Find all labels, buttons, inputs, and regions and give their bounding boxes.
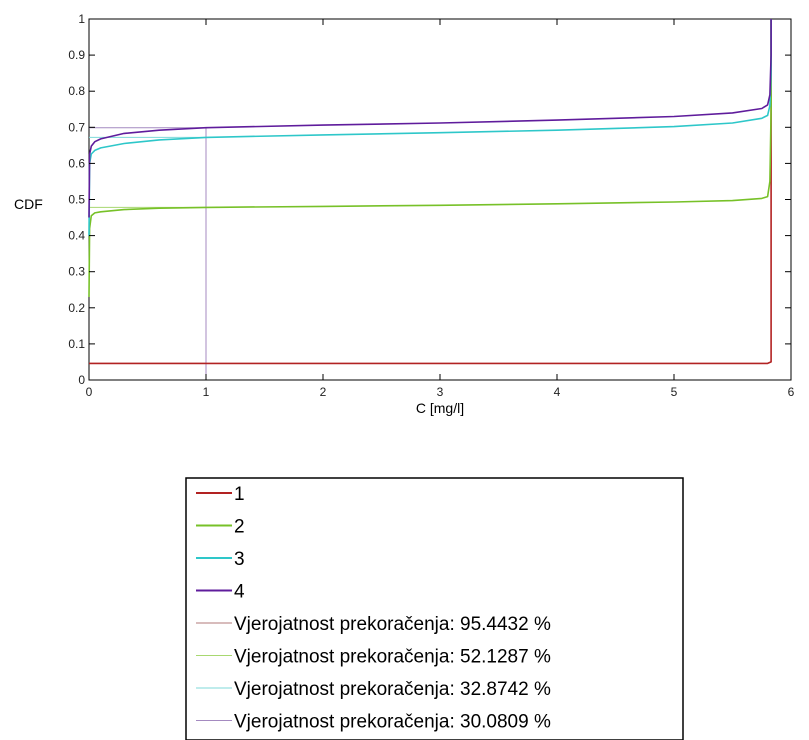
x-tick-label: 1 [203,385,210,399]
legend-box [185,477,684,740]
legend-label: 2 [234,517,245,538]
y-tick-label: 1 [78,12,85,26]
series-line-1 [89,19,772,365]
legend: 1 2 3 4 Vjerojatnost prekoračenja: 95.4432 %… [185,477,684,740]
legend-items: 1 2 3 4 Vjerojatnost prekoračenja: 95.4432 %… [196,484,551,733]
x-tick-label: 3 [437,385,444,399]
legend-label: 3 [234,549,245,570]
y-tick-label: 0 [78,373,85,387]
plot-area [88,18,792,381]
y-tick-label: 0.9 [68,48,85,62]
legend-label: Vjerojatnost prekoračenja: 95.4432 % [234,614,551,635]
legend-label: Vjerojatnost prekoračenja: 52.1287 % [234,647,551,668]
y-tick-label: 0.6 [68,156,85,170]
y-axis-label: CDF [14,196,43,212]
x-axis-label: C [mg/l] [416,400,464,416]
x-tick-label: 4 [554,385,561,399]
legend-label: Vjerojatnost prekoračenja: 30.0809 % [234,712,551,733]
x-tick-label: 0 [86,385,93,399]
y-tick-label: 0.1 [68,337,85,351]
y-tick-label: 0.4 [68,229,85,243]
y-tick-label: 0.7 [68,120,85,134]
series-line-2 [88,19,772,298]
legend-label: Vjerojatnost prekoračenja: 32.8742 % [234,679,551,700]
x-tick-label: 5 [671,385,678,399]
y-tick-label: 0.5 [68,193,85,207]
y-tick-label: 0.3 [68,265,85,279]
series-line-3 [88,19,772,236]
y-tick-label: 0.8 [68,84,85,98]
legend-label: 1 [234,484,245,505]
y-tick-label: 0.2 [68,301,85,315]
x-tick-label: 6 [788,385,795,399]
series-line-4 [88,19,772,218]
legend-label: 4 [234,582,245,603]
series-lines [88,19,772,365]
axis-ticks: 0 1 2 3 4 5 6 0 0.1 0.2 0.3 0.4 0.5 0.6 0.7 0.8 0.9 1 [68,12,794,399]
x-tick-label: 2 [320,385,327,399]
